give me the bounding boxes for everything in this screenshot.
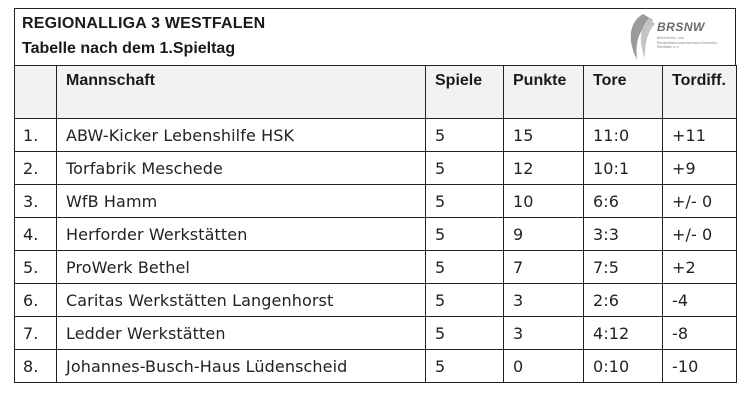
table-row: 6. Caritas Werkstätten Langenhorst 5 3 2:6 -4 <box>14 283 737 317</box>
cell-points: 0 <box>503 349 584 383</box>
table-header-box: REGIONALLIGA 3 WESTFALEN Tabelle nach de… <box>14 8 736 65</box>
column-header-goal-diff: Tordiff. <box>662 65 737 119</box>
cell-goals: 2:6 <box>583 283 663 317</box>
cell-rank: 8. <box>14 349 57 383</box>
logo-wordmark: BRSNW <box>657 20 705 34</box>
brsnw-logo: BRSNW Behinderten- und Rehabilitationssp… <box>625 12 730 64</box>
cell-games: 5 <box>425 283 504 317</box>
cell-points: 3 <box>503 283 584 317</box>
page-title: REGIONALLIGA 3 WESTFALEN <box>22 15 266 32</box>
cell-goal-diff: +/- 0 <box>662 184 737 218</box>
cell-points: 7 <box>503 250 584 284</box>
cell-goals: 4:12 <box>583 316 663 350</box>
cell-goals: 0:10 <box>583 349 663 383</box>
cell-goal-diff: -8 <box>662 316 737 350</box>
cell-team: ProWerk Bethel <box>56 250 426 284</box>
cell-team: Ledder Werkstätten <box>56 316 426 350</box>
cell-team: Torfabrik Meschede <box>56 151 426 185</box>
table-row: 3. WfB Hamm 5 10 6:6 +/- 0 <box>14 184 737 218</box>
table-row: 7. Ledder Werkstätten 5 3 4:12 -8 <box>14 316 737 350</box>
cell-games: 5 <box>425 349 504 383</box>
cell-team: Herforder Werkstätten <box>56 217 426 251</box>
cell-rank: 2. <box>14 151 57 185</box>
cell-goal-diff: +2 <box>662 250 737 284</box>
cell-points: 9 <box>503 217 584 251</box>
table-row: 5. ProWerk Bethel 5 7 7:5 +2 <box>14 250 737 284</box>
cell-goals: 6:6 <box>583 184 663 218</box>
column-header-team: Mannschaft <box>56 65 426 119</box>
cell-rank: 6. <box>14 283 57 317</box>
cell-games: 5 <box>425 250 504 284</box>
cell-games: 5 <box>425 118 504 152</box>
column-header-games: Spiele <box>425 65 504 119</box>
cell-goals: 11:0 <box>583 118 663 152</box>
cell-rank: 4. <box>14 217 57 251</box>
cell-rank: 5. <box>14 250 57 284</box>
cell-games: 5 <box>425 151 504 185</box>
table-row: 2. Torfabrik Meschede 5 12 10:1 +9 <box>14 151 737 185</box>
cell-games: 5 <box>425 184 504 218</box>
cell-team: Caritas Werkstätten Langenhorst <box>56 283 426 317</box>
cell-rank: 1. <box>14 118 57 152</box>
column-header-points: Punkte <box>503 65 584 119</box>
cell-team: Johannes-Busch-Haus Lüdenscheid <box>56 349 426 383</box>
cell-points: 3 <box>503 316 584 350</box>
cell-goals: 3:3 <box>583 217 663 251</box>
cell-team: ABW-Kicker Lebenshilfe HSK <box>56 118 426 152</box>
column-header-rank <box>14 65 57 119</box>
logo-swoosh-icon <box>630 14 655 60</box>
table-header-row: Mannschaft Spiele Punkte Tore Tordiff. <box>14 65 737 119</box>
cell-points: 10 <box>503 184 584 218</box>
cell-goals: 10:1 <box>583 151 663 185</box>
cell-team: WfB Hamm <box>56 184 426 218</box>
cell-rank: 7. <box>14 316 57 350</box>
table-row: 8. Johannes-Busch-Haus Lüdenscheid 5 0 0:10-… <box>14 349 737 383</box>
standings-table: Mannschaft Spiele Punkte Tore Tordiff. 1… <box>14 65 737 383</box>
column-header-goals: Tore <box>583 65 663 119</box>
cell-goal-diff: -10 <box>662 349 737 383</box>
table-row: 4. Herforder Werkstätten 5 9 3:3 +/- 0 <box>14 217 737 251</box>
cell-goal-diff: -4 <box>662 283 737 317</box>
cell-goals: 7:5 <box>583 250 663 284</box>
cell-goal-diff: +9 <box>662 151 737 185</box>
cell-points: 15 <box>503 118 584 152</box>
cell-rank: 3. <box>14 184 57 218</box>
cell-goal-diff: +11 <box>662 118 737 152</box>
cell-games: 5 <box>425 316 504 350</box>
table-row: 1. ABW-Kicker Lebenshilfe HSK 5 15 11:0 +11 <box>14 118 737 152</box>
cell-goal-diff: +/- 0 <box>662 217 737 251</box>
page-subtitle: Tabelle nach dem 1.Spieltag <box>22 40 236 57</box>
cell-points: 12 <box>503 151 584 185</box>
cell-games: 5 <box>425 217 504 251</box>
logo-tagline: Behinderten- und Rehabilitationssportver… <box>657 36 718 49</box>
